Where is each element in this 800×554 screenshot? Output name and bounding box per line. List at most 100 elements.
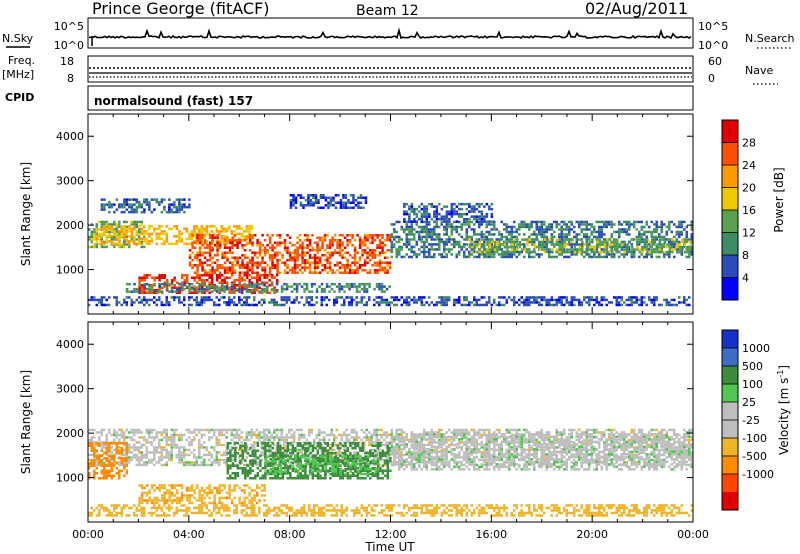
power-cell [646,250,649,254]
power-cell [548,250,551,254]
vel-cell [163,446,166,449]
power-cell [236,246,239,249]
vel-cell [173,428,176,432]
vel-cell [298,451,301,454]
power-cell [663,298,666,302]
power-cell [160,225,164,228]
power-cell [210,281,214,284]
power-cell [668,220,671,224]
power-cell [395,235,398,239]
power-cell [545,301,548,304]
power-cell [373,234,377,237]
power-cell [386,234,389,237]
vel-cell [180,461,183,464]
power-cell [145,240,149,243]
power-cell [253,296,256,299]
power-cell [470,238,473,241]
power-cell [663,240,667,244]
power-cell [338,282,341,286]
vel-cell [158,438,161,442]
power-cell [393,303,396,307]
power-cell [465,233,468,236]
power-cell [503,245,507,249]
power-cell [135,242,139,246]
power-cell [216,269,219,272]
power-cell [201,234,204,237]
power-cell [538,245,542,249]
power-cell [553,243,557,246]
power-cell [321,264,324,267]
power-cell [648,243,651,246]
power-cell [405,210,409,213]
power-cell [268,266,272,269]
power-cell [473,228,476,231]
power-cell [363,296,366,299]
power-cell [314,196,318,199]
vel-cell [158,431,161,434]
power-cell [378,234,382,237]
power-cell [576,248,579,251]
power-cell [506,248,509,251]
vel-cell [260,453,263,457]
power-cell [325,282,329,286]
vel-cell [140,443,143,447]
vel-cell [113,431,116,434]
power-cell [276,244,279,247]
power-cell [215,274,219,277]
power-cell [381,261,384,264]
power-cell [261,269,264,272]
power-cell [263,261,267,264]
vel-cell [343,458,346,462]
power-cell [180,274,184,277]
power-cell [376,234,379,237]
vel-cell [168,458,171,462]
power-cell [326,256,329,259]
vel-cell [165,456,168,459]
power-cell [168,303,171,307]
vel-cell [420,448,423,452]
power-cell [493,298,496,302]
vel-cell [153,463,156,467]
power-cell [560,230,563,234]
vel-cell [365,436,368,439]
power-cell [543,228,546,231]
power-cell [568,220,571,224]
power-cell [230,298,233,302]
power-cell [133,227,136,231]
power-cell [170,286,174,289]
power-cell [423,250,426,254]
power-cell [160,210,164,214]
power-cell [505,298,508,302]
power-cell [488,240,492,244]
power-cell [168,198,171,201]
power-cell [661,238,664,241]
power-cell [355,290,359,293]
power-cell [443,255,446,259]
power-cell [331,254,334,257]
power-cell [511,243,514,246]
power-cell [623,253,626,256]
power-cell [128,225,131,228]
power-cell [515,235,518,239]
vel-cell [88,458,91,462]
power-cell [510,253,513,256]
power-cell [490,303,493,307]
power-cell [478,210,481,213]
power-cell [208,298,211,302]
power-cell [311,246,314,249]
power-cell [666,250,669,254]
power-cell [323,234,327,237]
power-cell [555,303,558,307]
power-cell [376,246,379,249]
vel-cell [255,461,258,464]
vel-cell [123,453,126,457]
power-cell [363,239,367,242]
power-cell [580,253,583,256]
power-cell [188,232,191,236]
power-cell [233,281,236,284]
power-cell [488,230,491,234]
power-cell [228,249,232,252]
vel-cell [210,436,213,439]
vel-cell [198,428,201,432]
power-cell [316,271,319,274]
